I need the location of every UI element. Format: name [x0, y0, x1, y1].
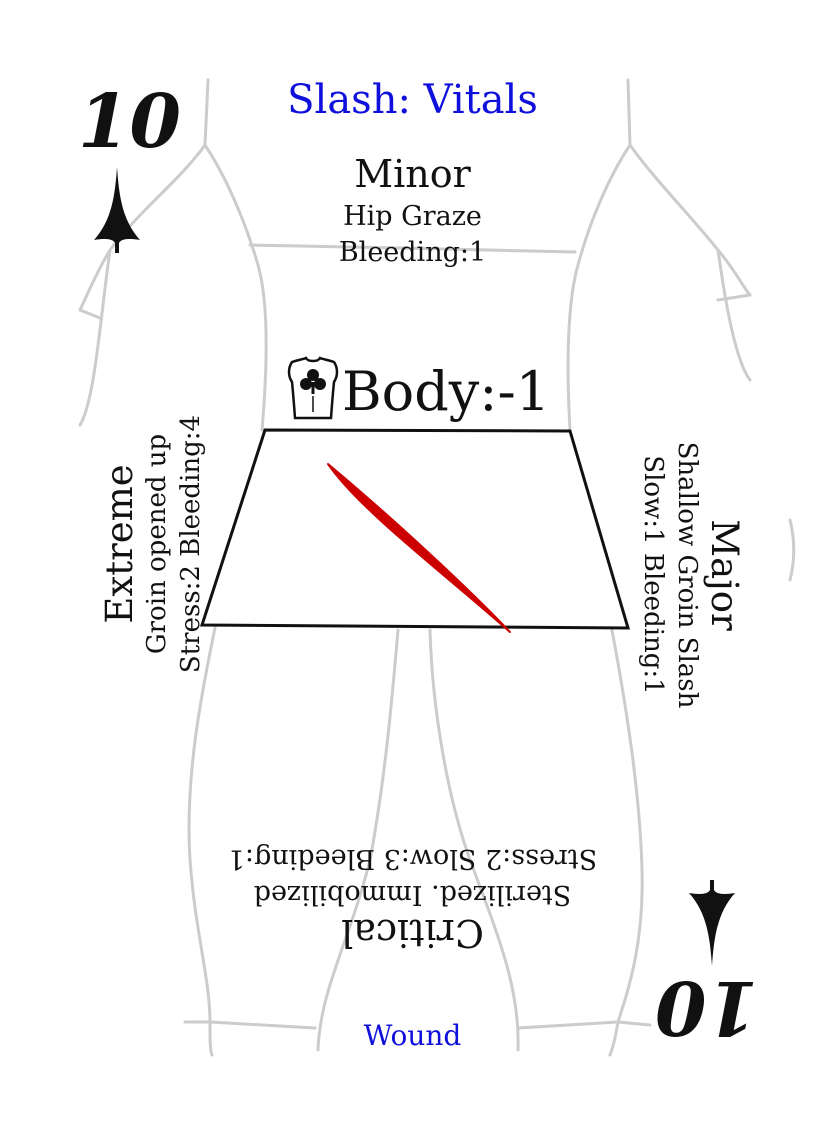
major-label: Major [703, 519, 746, 631]
minor-effect: Hip Graze [343, 201, 482, 232]
critical-outcome: Critical Sterilized. Immobilized Stress:… [0, 838, 825, 955]
card-title: Slash: Vitals [287, 77, 538, 123]
extreme-label: Extreme [98, 464, 141, 624]
critical-stats: Stress:2 Slow:3 Bleeding:1 [227, 843, 598, 874]
major-effect: Shallow Groin Slash [672, 441, 702, 709]
extreme-effect: Groin opened up [142, 433, 172, 655]
extreme-outcome: Extreme Groin opened up Stress:2 Bleedin… [98, 344, 206, 744]
spade-pip-icon [94, 167, 140, 253]
major-outcome: Major Shallow Groin Slash Slow:1 Bleedin… [638, 375, 746, 775]
torso-club-icon [287, 356, 339, 420]
body-stat: Body:-1 [342, 360, 551, 423]
critical-effect: Sterilized. Immobilized [253, 879, 572, 910]
critical-label: Critical [341, 911, 484, 955]
target-zone [199, 428, 631, 630]
card-footer: Wound [363, 1019, 462, 1052]
minor-stats: Bleeding:1 [338, 237, 487, 268]
slash-wound-mark [327, 463, 511, 633]
major-stats: Slow:1 Bleeding:1 [638, 455, 668, 695]
minor-label: Minor [354, 152, 471, 196]
spade-pip-icon [689, 880, 735, 966]
rank-top-left: 10 [78, 79, 181, 165]
extreme-stats: Stress:2 Bleeding:4 [176, 414, 206, 674]
